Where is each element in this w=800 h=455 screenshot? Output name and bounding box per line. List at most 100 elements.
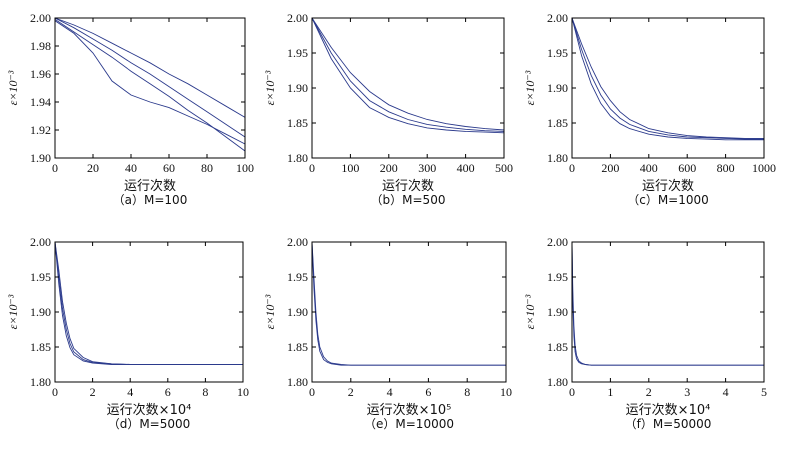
y-tick-label: 1.98 [30,39,51,53]
y-tick-label: 1.94 [30,95,51,109]
y-tick-label: 2.00 [30,235,51,249]
panel-caption: （c）M=1000 [627,193,709,207]
x-tick-label: 100 [341,161,359,175]
x-tick-label: 4 [723,385,729,399]
y-axis-label: ε×10⁻³ [523,70,537,105]
axes-frame [311,17,505,159]
x-tick-label: 300 [418,161,436,175]
x-tick-label: 0 [309,161,315,175]
x-tick-label: 0 [309,385,315,399]
x-tick-label: 10 [500,385,512,399]
x-tick-label: 0 [52,161,58,175]
y-tick-label: 1.80 [547,375,568,389]
y-tick-label: 1.90 [287,305,308,319]
x-tick-label: 0 [569,385,575,399]
x-tick-label: 60 [163,161,175,175]
y-tick-label: 1.90 [547,305,568,319]
series-line-2-0 [571,17,764,140]
x-tick-label: 40 [125,161,137,175]
x-tick-label: 8 [202,385,208,399]
y-tick-label: 1.96 [30,67,51,81]
y-tick-label: 1.90 [30,151,51,165]
x-tick-label: 5 [761,385,767,399]
y-tick-label: 1.95 [30,270,51,284]
x-tick-label: 2 [90,385,96,399]
chart-panel-1: 0 100 200 300 400 500 1.80 1.85 1.90 1.95 2.00 运行次数… [263,11,513,207]
y-axis-label: ε×10⁻³ [523,294,537,329]
x-tick-label: 400 [457,161,475,175]
series-line-0-0 [54,17,246,138]
x-tick-label: 1 [607,385,613,399]
series-line-0-2 [54,19,246,152]
y-tick-label: 1.95 [287,46,308,60]
series-line-1-0 [311,17,505,132]
x-tick-label: 8 [464,385,470,399]
x-tick-label: 1000 [752,161,776,175]
y-tick-label: 1.80 [547,151,568,165]
axes-frame [54,17,246,159]
x-axis-label: 运行次数×10⁴ [107,402,192,418]
y-tick-label: 1.90 [30,305,51,319]
y-tick-label: 1.95 [547,46,568,60]
series-line-0-1 [54,17,246,118]
y-tick-label: 1.80 [287,151,308,165]
x-tick-label: 0 [569,161,575,175]
panel-caption: （a）M=100 [113,193,188,207]
x-tick-label: 800 [717,161,735,175]
y-tick-label: 1.95 [547,270,568,284]
x-tick-label: 3 [684,385,690,399]
series-line-4-1 [311,241,506,366]
y-axis-label: ε×10⁻³ [263,294,277,329]
x-tick-label: 200 [380,161,398,175]
y-tick-label: 1.85 [547,340,568,354]
x-tick-label: 2 [646,385,652,399]
y-tick-label: 1.85 [287,116,308,130]
y-axis-label: ε×10⁻³ [6,294,20,329]
x-tick-label: 600 [678,161,696,175]
x-tick-label: 6 [165,385,171,399]
x-axis-label: 运行次数 [124,178,176,194]
y-tick-label: 1.80 [287,375,308,389]
chart-panel-0: 0 20 40 60 80 100 1.90 1.92 1.94 1.96 1.98 2.00 运行次数… [6,11,254,207]
y-axis-label: ε×10⁻³ [6,70,20,105]
x-axis-label: 运行次数×10⁵ [367,402,452,418]
series-line-3-0 [54,241,243,365]
x-tick-label: 6 [425,385,431,399]
y-tick-label: 1.85 [30,340,51,354]
y-tick-label: 1.90 [547,81,568,95]
panel-caption: （e）M=10000 [364,417,454,431]
panel-caption: （b）M=500 [371,193,446,207]
chart-panel-5: 0 1 2 3 4 5 1.80 1.85 1.90 1.95 2.00 运行次数×10⁴ ε×10⁻³… [523,235,767,431]
x-tick-label: 400 [640,161,658,175]
y-tick-label: 1.95 [287,270,308,284]
y-tick-label: 1.80 [30,375,51,389]
x-tick-label: 100 [236,161,254,175]
axes-frame [311,241,507,383]
y-tick-label: 2.00 [547,235,568,249]
x-tick-label: 10 [237,385,249,399]
x-axis-label: 运行次数×10⁴ [626,402,711,418]
y-tick-label: 1.92 [30,123,51,137]
y-tick-label: 2.00 [30,11,51,25]
axes-frame [571,241,765,383]
chart-panel-3: 0 2 4 6 8 10 1.80 1.85 1.90 1.95 2.00 运行次数×10⁴ ε×10⁻… [6,235,249,431]
series-line-1-1 [311,17,505,131]
x-axis-label: 运行次数 [382,178,434,194]
series-line-0-3 [54,20,246,145]
x-tick-label: 4 [127,385,133,399]
chart-panel-2: 0 200 400 600 800 1000 1.80 1.85 1.90 1.95 2.00 运行次… [523,11,776,207]
panel-caption: （f）M=50000 [625,417,712,431]
panel-caption: （d）M=5000 [108,417,191,431]
y-tick-label: 2.00 [287,11,308,25]
x-tick-label: 500 [495,161,513,175]
x-tick-label: 0 [52,385,58,399]
y-tick-label: 1.90 [287,81,308,95]
x-tick-label: 2 [348,385,354,399]
series-line-3-2 [54,241,243,365]
y-tick-label: 2.00 [287,235,308,249]
series-line-4-0 [311,241,506,366]
x-tick-label: 4 [387,385,393,399]
y-tick-label: 1.85 [287,340,308,354]
series-line-5-0 [571,241,764,366]
